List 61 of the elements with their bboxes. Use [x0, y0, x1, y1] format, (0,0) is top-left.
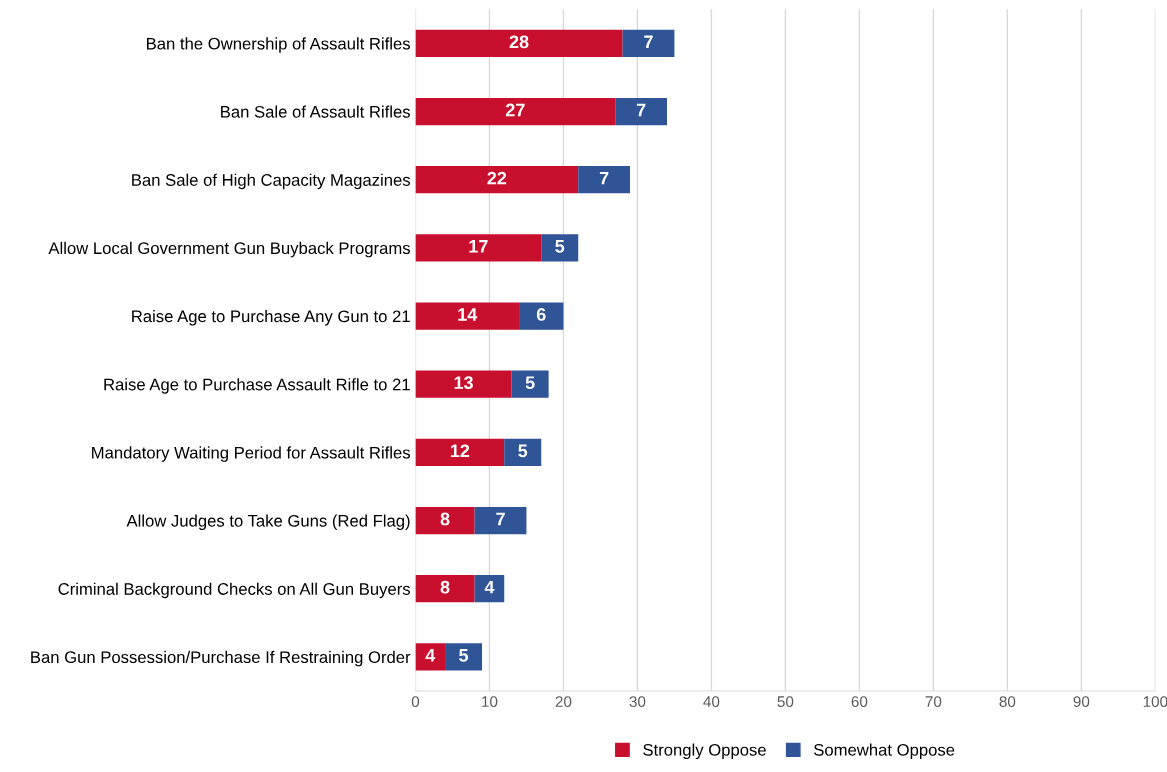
data-label: 7 [644, 35, 653, 49]
bar [415, 97, 616, 126]
data-label: 7 [496, 512, 505, 526]
bar [415, 302, 520, 330]
bar [445, 643, 483, 671]
bar [541, 234, 579, 262]
y-tick-label: Allow Judges to Take Guns (Red Flag) [126, 514, 410, 531]
data-label: 22 [487, 171, 507, 185]
y-tick-label: Raise Age to Purchase Any Gun to 21 [132, 309, 410, 326]
bar [415, 506, 475, 535]
x-tick-label: 60 [851, 696, 868, 708]
bar [511, 370, 549, 398]
y-tick-label: Ban Gun Possession/Purchase If Restraining Order [31, 650, 411, 667]
y-tick-label: Ban the Ownership of Assault Rifles [147, 37, 410, 53]
x-tick-label: 70 [925, 696, 942, 708]
bar [474, 506, 527, 535]
x-tick-label: 30 [629, 696, 646, 708]
legend-label: Strongly Oppose [643, 743, 766, 760]
x-tick-label: 40 [703, 696, 720, 708]
data-label: 8 [440, 580, 450, 594]
data-label: 4 [484, 580, 495, 594]
data-label: 5 [525, 376, 535, 390]
bar [415, 575, 475, 603]
data-label: 8 [440, 512, 450, 526]
data-label: 27 [505, 103, 525, 117]
bar [415, 234, 542, 262]
data-label: 12 [450, 444, 470, 458]
bar [519, 302, 564, 330]
x-tick-label: 10 [482, 696, 498, 708]
y-tick-label: Ban Sale of Assault Rifles [221, 105, 410, 118]
y-tick-label: Raise Age to Purchase Assault Rifle to 21 [104, 378, 410, 394]
bar [615, 97, 668, 126]
data-label: 14 [458, 308, 478, 321]
legend-label: Somewhat Oppose [814, 743, 955, 760]
data-label: 6 [536, 308, 546, 321]
bar [504, 438, 542, 466]
x-tick-label: 50 [777, 696, 794, 708]
y-tick-label: Criminal Background Checks on All Gun Buyers [58, 582, 411, 599]
bar [415, 438, 505, 466]
bar [415, 370, 512, 398]
data-label: 5 [555, 240, 565, 253]
bar [415, 166, 579, 194]
data-label: 28 [509, 35, 529, 49]
x-tick-label: 100 [1143, 696, 1167, 708]
y-tick-label: Ban Sale of High Capacity Magazines [132, 173, 410, 190]
data-label: 4 [425, 649, 436, 662]
bar [622, 29, 675, 57]
bar [415, 29, 623, 57]
x-tick-label: 0 [411, 696, 420, 708]
data-label: 5 [518, 444, 528, 458]
y-tick-label: Allow Local Government Gun Buyback Programs [48, 241, 411, 258]
data-label: 7 [599, 171, 609, 185]
data-label: 7 [636, 103, 646, 117]
data-label: 13 [454, 376, 473, 390]
x-tick-label: 20 [555, 696, 572, 708]
bar [578, 166, 631, 194]
data-label: 17 [469, 240, 488, 253]
y-tick-label: Mandatory Waiting Period for Assault Rifles [92, 446, 411, 462]
x-tick-label: 80 [999, 696, 1016, 708]
x-tick-label: 90 [1073, 696, 1090, 708]
data-label: 5 [459, 649, 469, 662]
